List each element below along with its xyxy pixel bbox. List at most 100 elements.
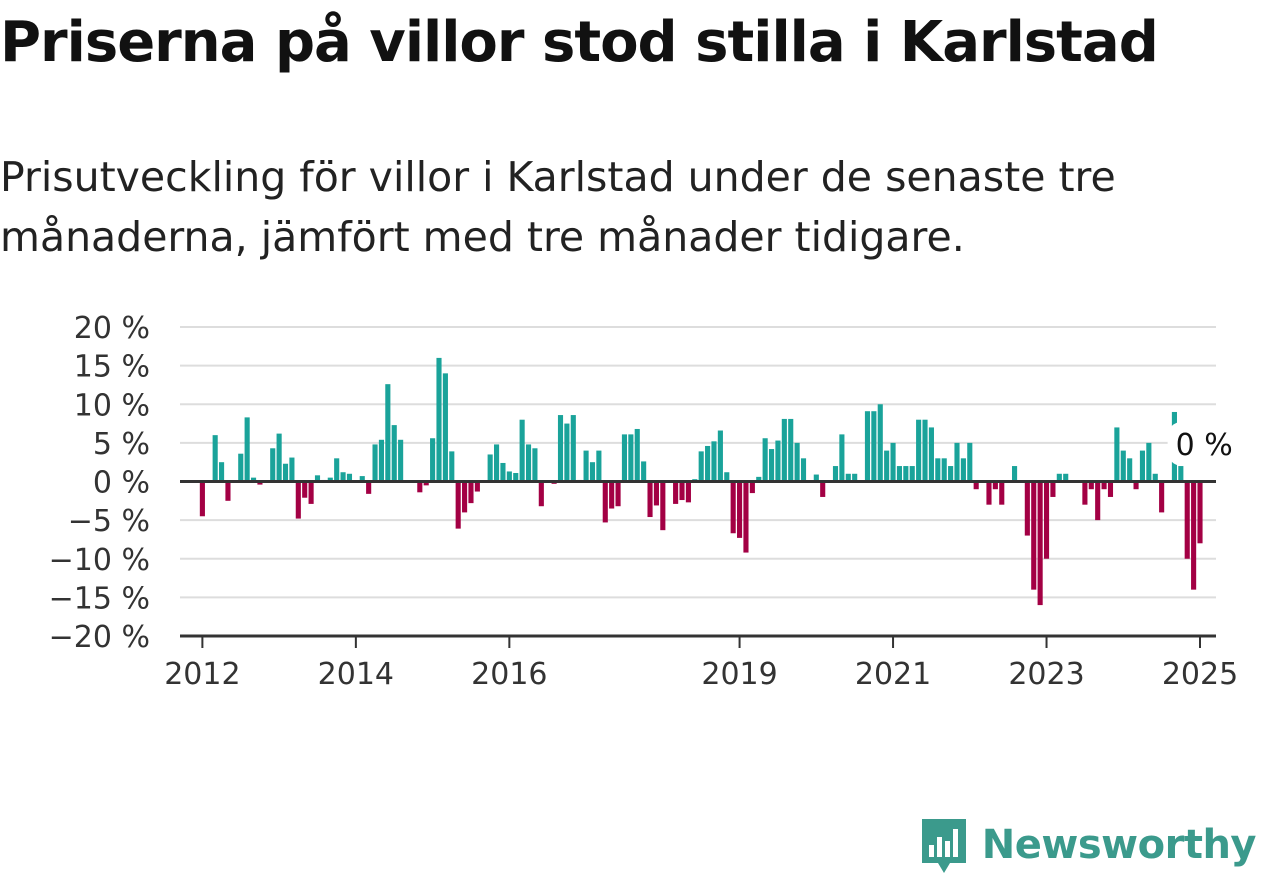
bar [762,438,768,482]
bar-chart: 20 %15 %10 %5 %0 %−5 %−10 %−15 %−20 %201… [49,311,1239,692]
bar [948,466,954,482]
bar [199,481,205,517]
bar [359,476,365,482]
bar [749,481,755,494]
bar [1159,481,1165,513]
bar [730,481,736,534]
bar [564,423,570,482]
brand-name: Newsworthy [981,822,1257,868]
bar [583,450,589,482]
bar [1139,450,1146,482]
bar [244,417,250,482]
y-tick-label: −15 % [49,581,150,616]
bar [986,481,992,505]
bar [519,419,525,482]
bar [1146,442,1152,482]
x-tick-label: 2014 [318,657,394,692]
bar [832,466,839,482]
bar [449,451,455,482]
bar [628,434,634,482]
bar [308,481,314,504]
bar [877,404,883,482]
x-tick-label: 2019 [701,657,777,692]
bar [935,458,941,482]
bar [653,481,659,506]
x-tick-label: 2021 [855,657,931,692]
bar [1184,481,1190,559]
bar [442,373,448,482]
bar [1120,450,1126,482]
y-tick-label: −5 % [68,504,150,539]
bar [398,439,404,482]
bar [679,481,685,501]
y-tick-label: 10 % [74,388,150,423]
y-tick-label: 5 % [93,427,150,462]
callout-label: 0 % [1176,428,1233,463]
bar [711,441,717,482]
bar [462,481,468,513]
bar [334,458,340,482]
bar [896,466,903,482]
bar [270,448,276,482]
bar [916,419,922,482]
bar [602,481,608,523]
bar [257,481,263,485]
bar [999,481,1005,505]
bar [289,457,295,482]
bar [1152,473,1158,482]
bar [647,481,653,518]
callout-box [1167,421,1234,466]
bar [225,481,231,501]
bar [474,481,480,492]
bar [250,477,257,482]
y-tick-label: −10 % [49,543,150,578]
bar [768,449,775,482]
bar [1082,481,1088,505]
bar [570,415,576,482]
bar [493,444,500,482]
bar [1011,466,1018,482]
bar [992,481,998,490]
bar [1101,481,1107,490]
bar [864,411,871,482]
y-tick-label: −20 % [49,620,150,655]
bar [378,439,385,482]
bar [430,438,436,482]
bar [794,442,800,482]
bar [724,472,730,482]
bar [909,466,915,482]
bar [1127,458,1133,482]
bar [1050,481,1056,497]
bar [967,442,973,482]
bar [1043,481,1050,559]
bar [871,411,877,482]
bar [845,473,851,482]
bar [884,450,890,482]
bar [506,471,512,482]
bar [973,481,979,490]
bar [954,442,960,482]
bar [276,433,282,482]
bar [717,430,723,482]
bar [513,473,519,482]
bar [525,444,532,482]
bar [1107,481,1114,497]
bar [455,481,461,529]
bar [1197,481,1203,544]
bar [1133,481,1139,490]
bar [685,481,691,503]
bar [366,481,372,494]
bar [391,425,397,482]
bar [743,481,749,553]
bar [423,481,429,486]
bar [385,384,391,482]
bar [1088,481,1094,490]
bar [615,481,621,507]
bar [417,481,423,493]
newsworthy-logo-icon [921,819,966,873]
bar [1037,481,1043,606]
chart-title: Priserna på villor stod stilla i Karlsta… [0,10,1159,75]
y-tick-label: 0 % [93,466,150,501]
bar [282,463,289,482]
bar [660,481,666,531]
